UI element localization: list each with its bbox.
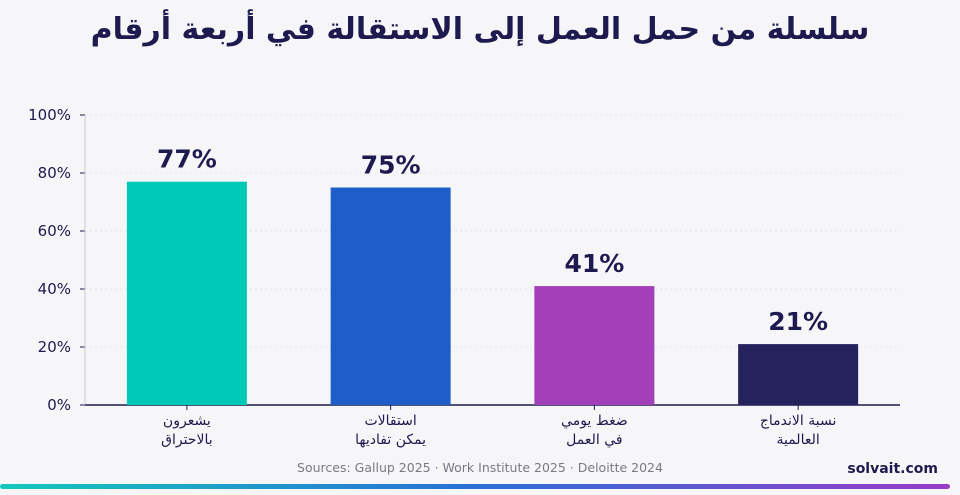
bar-value-label: 41% xyxy=(564,249,624,278)
x-tick-label: نسبة الاندماج xyxy=(760,413,837,429)
bar-value-label: 77% xyxy=(157,145,217,174)
x-tick-label: يشعرون xyxy=(163,413,211,429)
x-tick-label: ضغط يومي xyxy=(561,413,628,429)
bar xyxy=(738,344,859,405)
y-tick-label: 60% xyxy=(38,222,71,240)
x-tick-label: العالمية xyxy=(776,432,819,448)
y-tick-label: 40% xyxy=(38,280,71,298)
y-tick-label: 80% xyxy=(38,164,71,182)
y-tick-label: 20% xyxy=(38,338,71,356)
sources-note: Sources: Gallup 2025 · Work Institute 20… xyxy=(297,460,663,475)
x-tick-label: بالاحتراق xyxy=(161,432,213,448)
x-tick-label: في العمل xyxy=(566,432,622,448)
x-tick-label: يمكن تفاديها xyxy=(355,432,426,448)
bar xyxy=(534,286,655,405)
x-tick-label: استقالات xyxy=(364,413,416,429)
y-tick-label: 100% xyxy=(28,106,71,124)
y-tick-label: 0% xyxy=(47,396,71,414)
bar xyxy=(126,181,247,405)
bar xyxy=(330,187,451,405)
chart-title: سلسلة من حمل العمل إلى الاستقالة في أربع… xyxy=(90,12,870,47)
brand-logo-text: solvait.com xyxy=(847,461,938,477)
bar-value-label: 75% xyxy=(361,151,421,180)
bottom-gradient-bar xyxy=(0,484,950,489)
bar-value-label: 21% xyxy=(768,307,828,336)
